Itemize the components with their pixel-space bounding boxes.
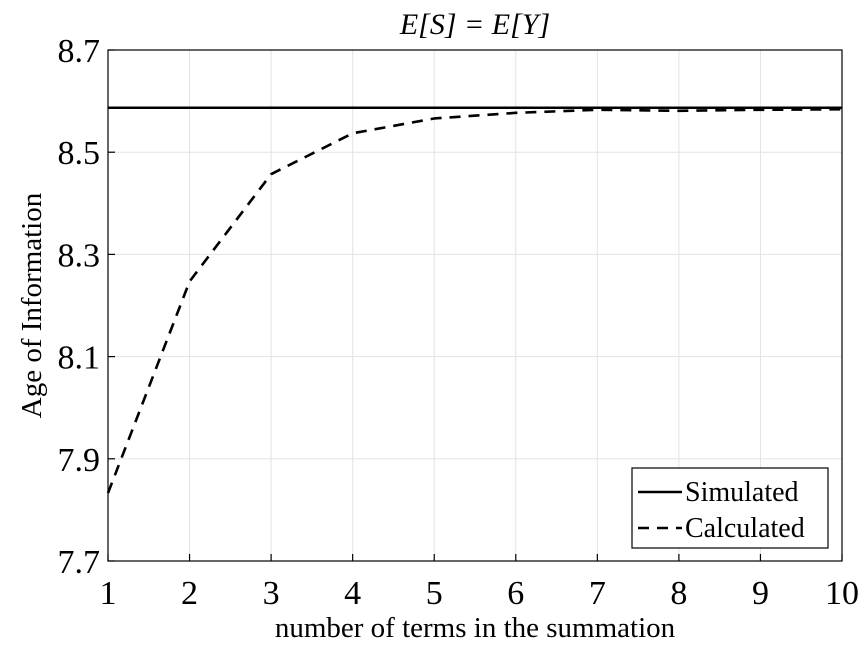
chart-title: E[S] = E[Y]	[399, 8, 550, 41]
legend-box	[631, 467, 829, 549]
x-tick-label: 2	[181, 575, 198, 612]
x-tick-label: 8	[670, 575, 687, 612]
ticks: 1 2 3 4 5 6 7 8 9 10 7.7 7.9 8.1 8.3 8.5 8.7	[58, 33, 860, 612]
y-tick-label: 7.7	[58, 544, 101, 581]
y-axis-label: Age of Information	[16, 192, 48, 418]
x-tick-label: 1	[100, 575, 117, 612]
x-tick-label: 7	[589, 575, 606, 612]
y-tick-label: 8.1	[58, 340, 101, 377]
y-tick-label: 8.5	[58, 135, 101, 172]
x-tick-label: 5	[426, 575, 443, 612]
y-tick-label: 8.7	[58, 33, 101, 70]
series-line-calculated	[106, 107, 843, 494]
x-tick-label: 3	[263, 575, 280, 612]
x-tick-label: 10	[825, 575, 859, 612]
x-tick-label: 9	[752, 575, 769, 612]
y-tick-label: 7.9	[58, 442, 101, 479]
x-axis-label: number of terms in the summation	[275, 612, 676, 644]
x-tick-label: 4	[344, 575, 361, 612]
series-layer	[106, 106, 843, 494]
legend-label-simulated: Simulated	[685, 477, 799, 508]
legend: Simulated Calculated	[631, 467, 829, 549]
axes-frame	[107, 49, 843, 562]
x-tick-label: 6	[507, 575, 524, 612]
legend-label-calculated: Calculated	[685, 513, 805, 544]
y-tick-label: 8.3	[58, 237, 101, 274]
